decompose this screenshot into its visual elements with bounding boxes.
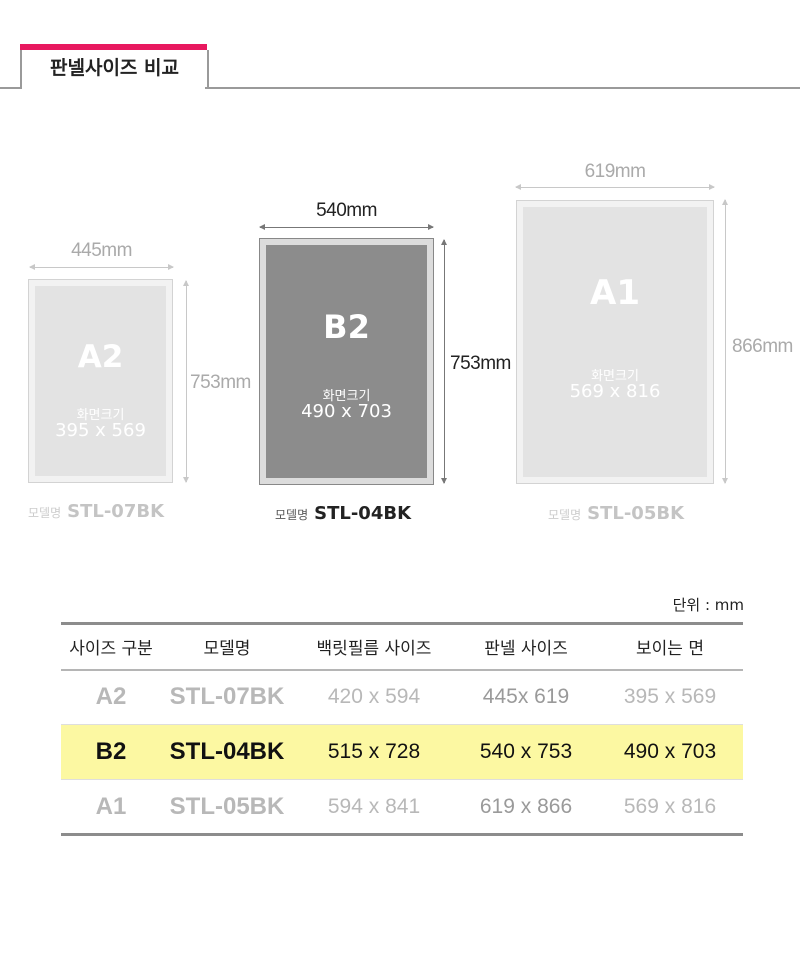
b2-height-dimension-line [441, 239, 447, 484]
header-backlit-film-size: 백릿필름 사이즈 [316, 639, 432, 660]
a1-panel-frame: A1 화면크기 569 x 816 [516, 200, 714, 484]
a2-model: 모델명 STL-07BK [28, 501, 164, 522]
a2-height-dimension-line [183, 280, 189, 483]
b2-panel-screen: B2 화면크기 490 x 703 [266, 245, 427, 478]
a1-model-name: STL-05BK [587, 503, 685, 524]
size-comparison-table: 사이즈 구분 모델명 백릿필름 사이즈 판넬 사이즈 보이는 면 A2 STL-… [61, 622, 743, 836]
a1-width-label: 619mm [584, 161, 646, 182]
a2-screen-size: 395 x 569 [55, 420, 146, 441]
b2-panel-frame: B2 화면크기 490 x 703 [259, 238, 434, 485]
a1-width-dimension-line [515, 184, 715, 190]
cell-panel-size: 619 x 866 [479, 794, 573, 818]
header-accent-bar [20, 44, 207, 50]
cell-visible-area: 395 x 569 [623, 685, 717, 709]
header-tab [20, 50, 209, 87]
a2-width-label: 445mm [71, 240, 132, 261]
b2-width-dimension-line [259, 224, 434, 230]
cell-film-size: 515 x 728 [327, 740, 421, 763]
b2-screen-size: 490 x 703 [301, 401, 392, 422]
b2-panel-name: B2 [323, 308, 370, 346]
a1-screen-size: 569 x 816 [569, 381, 661, 402]
a1-model-label: 모델명 [548, 508, 582, 522]
header-size-class: 사이즈 구분 [69, 639, 153, 660]
b2-model-name: STL-04BK [314, 503, 412, 524]
cell-film-size: 420 x 594 [327, 685, 421, 709]
a2-panel-frame: A2 화면크기 395 x 569 [28, 279, 173, 483]
cell-panel-size: 540 x 753 [479, 740, 573, 763]
table-row: A2 STL-07BK 420 x 594 445x 619 395 x 569 [61, 670, 743, 725]
cell-model: STL-04BK [169, 738, 285, 765]
header-panel-size: 판넬 사이즈 [484, 639, 568, 660]
table-row: A1 STL-05BK 594 x 841 619 x 866 569 x 81… [61, 780, 743, 835]
page-title: 판넬사이즈 비교 [50, 57, 179, 79]
unit-label: 단위 : mm [672, 596, 744, 614]
b2-width-label: 540mm [316, 200, 377, 221]
a1-screen-caption: 화면크기 [591, 369, 639, 384]
b2-screen-caption: 화면크기 [322, 389, 371, 404]
a2-screen-caption: 화면크기 [76, 408, 125, 423]
a1-panel-name: A1 [590, 273, 640, 313]
a2-model-label: 모델명 [28, 506, 62, 520]
a2-panel-screen: A2 화면크기 395 x 569 [35, 286, 166, 476]
a2-model-name: STL-07BK [67, 501, 165, 522]
cell-visible-area: 569 x 816 [623, 794, 717, 818]
b2-model: 모델명 STL-04BK [275, 503, 411, 524]
cell-model: STL-05BK [169, 792, 285, 820]
a2-width-dimension-line [29, 264, 174, 270]
a1-model: 모델명 STL-05BK [548, 503, 684, 524]
a2-panel-name: A2 [77, 339, 124, 375]
table-row-highlighted: B2 STL-04BK 515 x 728 540 x 753 490 x 70… [61, 724, 743, 780]
a2-height-label: 753mm [190, 372, 251, 393]
a1-height-dimension-line [722, 199, 728, 484]
header-divider [205, 87, 800, 89]
a1-height-label: 866mm [732, 336, 793, 357]
cell-visible-area: 490 x 703 [623, 740, 717, 763]
header-model: 모델명 [203, 639, 251, 660]
cell-size-class: B2 [95, 738, 127, 765]
header-divider [0, 87, 22, 89]
cell-film-size: 594 x 841 [327, 794, 421, 818]
b2-model-label: 모델명 [275, 508, 309, 522]
table-header-row: 사이즈 구분 모델명 백릿필름 사이즈 판넬 사이즈 보이는 면 [61, 623, 743, 670]
cell-size-class: A1 [95, 792, 127, 820]
cell-panel-size: 445x 619 [482, 685, 570, 709]
b2-height-label: 753mm [450, 353, 511, 374]
cell-size-class: A2 [95, 683, 127, 711]
header-visible-area: 보이는 면 [636, 639, 704, 660]
cell-model: STL-07BK [169, 683, 285, 711]
a1-panel-screen: A1 화면크기 569 x 816 [523, 207, 707, 477]
